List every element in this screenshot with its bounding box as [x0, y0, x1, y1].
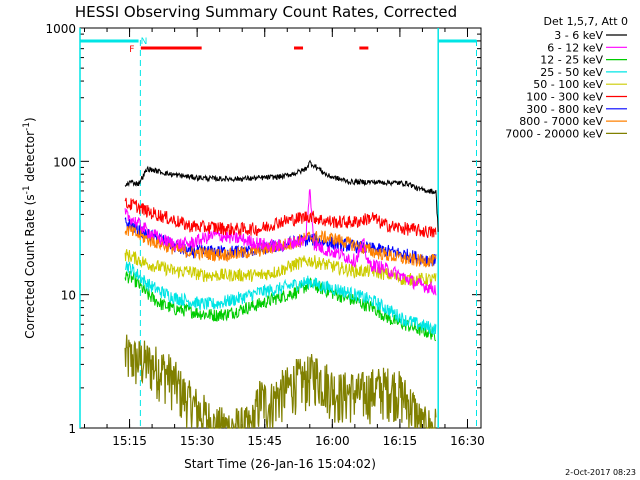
y-axis-label-part: ): [23, 117, 37, 122]
legend-label: 12 - 25 keV: [540, 54, 603, 67]
y-tick-label: 1: [68, 422, 76, 436]
legend-title: Det 1,5,7, Att 0: [544, 15, 628, 28]
legend-label: 7000 - 20000 keV: [505, 127, 603, 140]
footer-date: 2-Oct-2017 08:23: [565, 468, 636, 477]
y-axis-label-part: -1: [22, 185, 32, 194]
series-line-8: [124, 334, 437, 429]
x-tick-label: 15:15: [112, 434, 147, 448]
x-axis-label: Start Time (26-Jan-16 15:04:02): [184, 457, 376, 471]
x-tick-label: 16:30: [450, 434, 485, 448]
x-tick-label: 15:45: [247, 434, 282, 448]
legend-label: 3 - 6 keV: [554, 29, 603, 42]
legend-label: 300 - 800 keV: [526, 103, 603, 116]
legend-label: 6 - 12 keV: [547, 41, 603, 54]
x-tick-label: 16:00: [315, 434, 350, 448]
flag-label-N: N: [141, 37, 148, 47]
legend-label: 25 - 50 keV: [540, 66, 603, 79]
x-tick-label: 15:30: [180, 434, 215, 448]
series-line-1: [124, 189, 437, 296]
series-line-7: [124, 225, 437, 268]
legend-label: 800 - 7000 keV: [519, 115, 603, 128]
y-axis-label-part: detector: [23, 131, 37, 186]
y-axis-label-part: Corrected Count Rate (s: [23, 194, 37, 338]
legend-label: 100 - 300 keV: [526, 91, 603, 104]
legend-label: 50 - 100 keV: [533, 78, 603, 91]
y-axis-label-part: -1: [22, 122, 32, 131]
flag-label-F: F: [129, 45, 134, 55]
plot-area: 1 10 100 1000 15:15 15:30 15:45 16:00 16:15 16:30…: [45, 22, 484, 448]
series-line-2: [124, 270, 436, 342]
series-line-3: [125, 261, 437, 335]
y-tick-label: 100: [53, 155, 76, 169]
y-tick-label: 1000: [45, 22, 76, 36]
x-tick-label: 16:15: [383, 434, 418, 448]
y-tick-label: 10: [61, 289, 76, 303]
chart-title: HESSI Observing Summary Count Rates, Cor…: [75, 3, 457, 21]
y-axis-label: Corrected Count Rate (s-1 detector-1): [22, 117, 37, 338]
series-line-0: [124, 159, 439, 232]
series-line-5: [124, 197, 437, 238]
